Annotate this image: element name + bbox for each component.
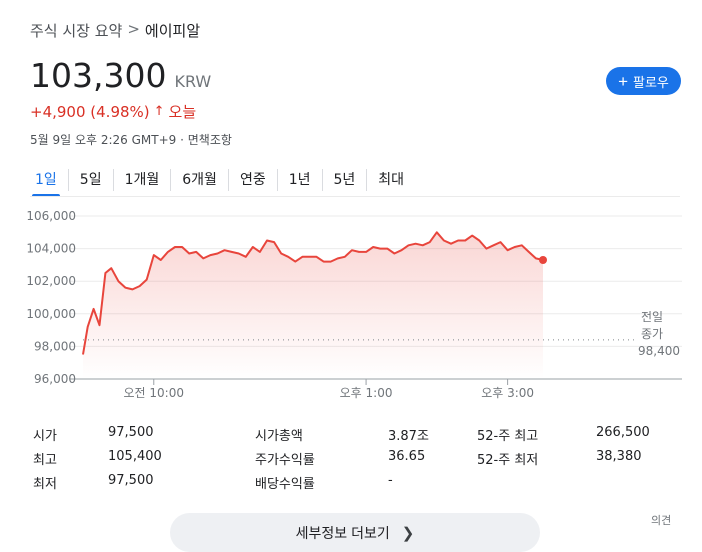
x-tick-label: 오전 10:00 (124, 386, 184, 400)
more-details-button[interactable]: 세부정보 더보기 ❯ (170, 513, 540, 552)
price-area (83, 232, 543, 379)
tab-divider (170, 169, 172, 191)
price-chart[interactable]: 106,000 104,000 102,000 100,000 98,000 96,000… (0, 200, 702, 405)
chevron-right-icon: ❯ (401, 524, 415, 542)
more-details-label: 세부정보 더보기 (295, 524, 390, 541)
stat-dividend-value: - (388, 473, 393, 488)
y-tick-label: 102,000 (26, 274, 76, 288)
current-price-dot (539, 256, 547, 265)
y-axis-labels: 106,000 104,000 102,000 100,000 98,000 96,000 (26, 209, 76, 386)
tab-divider (366, 169, 368, 191)
stat-open-label: 시가 (33, 429, 57, 444)
stat-low-label: 최저 (33, 477, 57, 492)
stat-52w-high-value: 266,500 (596, 425, 650, 440)
currency-label: KRW (174, 72, 212, 91)
breadcrumb-current: 에이피알 (144, 22, 201, 40)
price-change: +4,900 (4.98%) ↑ 오늘 (30, 101, 196, 122)
x-tick-label: 오후 1:00 (340, 386, 393, 400)
price-line-layer (82, 231, 547, 355)
stat-high-label: 최고 (33, 453, 57, 468)
price-area-fill (83, 232, 543, 379)
breadcrumb-parent[interactable]: 주식 시장 요약 (30, 22, 123, 40)
breadcrumb: 주식 시장 요약 > 에이피알 (30, 20, 200, 41)
range-tabs: 1일 5일 1개월 6개월 연중 1년 5년 최대 (24, 166, 415, 197)
y-tick-label: 98,000 (34, 339, 76, 353)
price-row: 103,300 KRW (30, 56, 211, 95)
x-tick-label: 오후 3:00 (481, 386, 534, 400)
y-tick-label: 104,000 (26, 242, 76, 256)
stat-52w-low-value: 38,380 (596, 449, 642, 464)
stat-market-cap-value: 3.87조 (388, 429, 429, 444)
stat-52w-high-label: 52-주 최고 (477, 429, 539, 444)
change-period: 오늘 (168, 103, 197, 121)
stat-52w-low-label: 52-주 최저 (477, 453, 539, 468)
previous-close-value: 98,400 (638, 344, 680, 358)
tab-ytd[interactable]: 연중 (239, 172, 266, 188)
y-tick-label: 106,000 (26, 209, 76, 223)
y-tick-label: 100,000 (26, 307, 76, 321)
previous-close-label: 전일 (641, 310, 663, 324)
y-tick-label: 96,000 (34, 372, 76, 386)
breadcrumb-separator: > (127, 20, 140, 38)
tab-divider (227, 169, 229, 191)
price-line (82, 231, 544, 355)
follow-button[interactable]: + 팔로우 (606, 67, 681, 95)
quote-timestamp[interactable]: 5월 9일 오후 2:26 GMT+9 · 면책조항 (30, 133, 232, 147)
stat-open-value: 97,500 (108, 425, 154, 440)
previous-close-label: 종가 (641, 327, 663, 341)
stat-high-value: 105,400 (108, 449, 162, 464)
tab-divider (112, 169, 114, 191)
stat-dividend-label: 배당수익률 (255, 477, 315, 492)
tab-divider (321, 169, 323, 191)
tab-6m[interactable]: 6개월 (182, 172, 217, 188)
tab-5d[interactable]: 5일 (79, 172, 102, 188)
stat-low-value: 97,500 (108, 473, 154, 488)
stat-pe-value: 36.65 (388, 449, 426, 464)
tab-divider (276, 169, 278, 191)
stock-price: 103,300 (30, 56, 167, 95)
follow-button-label: 팔로우 (633, 74, 669, 90)
tab-1m[interactable]: 1개월 (124, 172, 160, 188)
change-value: +4,900 (4.98%) (30, 102, 150, 121)
plus-icon: + (618, 71, 629, 91)
tab-divider (67, 169, 69, 191)
tab-5y[interactable]: 5년 (333, 172, 356, 188)
tab-1d[interactable]: 1일 (24, 168, 68, 197)
tab-max[interactable]: 최대 (378, 172, 405, 188)
tabs-underline-divider (30, 196, 680, 197)
stat-pe-label: 주가수익률 (255, 453, 315, 468)
feedback-link[interactable]: 의견 (651, 514, 672, 527)
x-axis-labels: 오전 10:00 오후 1:00 오후 3:00 (124, 379, 534, 400)
stat-market-cap-label: 시가총액 (255, 429, 303, 444)
arrow-up-icon: ↑ (153, 104, 165, 119)
tab-1y[interactable]: 1년 (288, 172, 311, 188)
